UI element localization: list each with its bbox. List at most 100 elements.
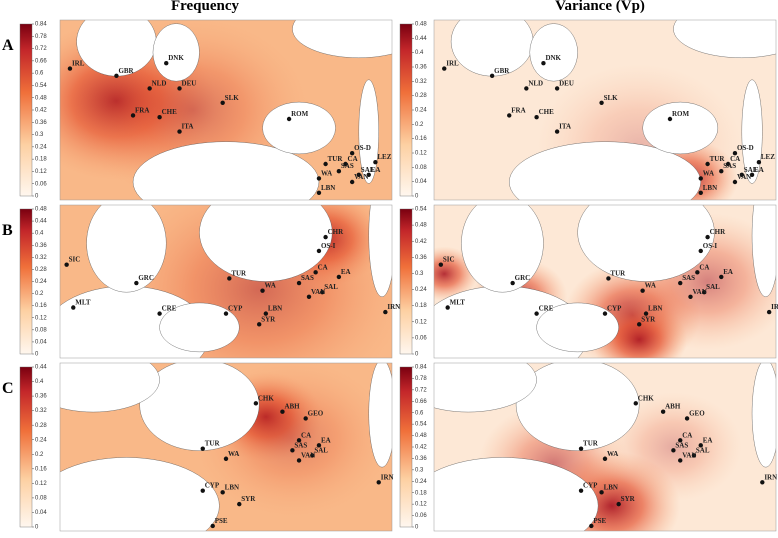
colorbar-tick-label: 0.12 (35, 315, 47, 321)
site-label: DEU (182, 79, 197, 87)
site-label: IRN (387, 303, 400, 311)
site-label: GRC (138, 274, 154, 282)
site-label: IRL (72, 60, 85, 68)
site-point (263, 311, 269, 316)
site-point (147, 86, 152, 91)
colorbar-tick-label: 0.44 (35, 365, 47, 371)
site-label: SAS (341, 162, 354, 170)
colorbar-tick-label: 0.3 (415, 467, 424, 473)
site-label: SAL (324, 283, 338, 291)
site-point (316, 190, 322, 195)
site-label: EA (371, 166, 381, 174)
colorbar-tick-label: 0.36 (415, 456, 427, 462)
colorbar-tick-label: 0.54 (415, 422, 427, 428)
map (434, 20, 776, 200)
site-point (177, 129, 182, 134)
site-label: CHR (710, 228, 727, 236)
sea (292, 20, 392, 58)
sea (577, 205, 715, 282)
site-label: LEZ (761, 153, 775, 161)
site-point (349, 151, 355, 156)
site-point (554, 129, 560, 134)
sea (751, 363, 776, 468)
site-point (541, 61, 546, 66)
site-point (310, 453, 315, 458)
site-point (643, 311, 649, 316)
site-point (130, 113, 136, 118)
sea (509, 141, 701, 200)
site-label: EA (341, 268, 351, 276)
colorbar-tick-label: 0.18 (35, 157, 47, 163)
site-label: PSE (215, 517, 228, 525)
site-point (732, 151, 738, 156)
colorbar-tick-label: 0.24 (35, 437, 47, 443)
colorbar-tick-label: 0.48 (35, 95, 47, 101)
colorbar-tick-label: 0.24 (415, 479, 427, 485)
colorbar-tick-label: 0.54 (35, 83, 47, 89)
site-label: CRE (539, 305, 554, 313)
site-point (336, 274, 342, 280)
colorbar-tick-label: 0.24 (415, 108, 427, 114)
site-point (616, 501, 621, 507)
site-label: LEZ (377, 153, 391, 161)
site-point (760, 480, 765, 485)
site-label: EA (321, 436, 331, 444)
colorbar-tick-label: 0.36 (415, 65, 427, 71)
site-label: IRN (771, 303, 778, 311)
colorbar-tick-label: 0.06 (35, 181, 47, 187)
site-label: SYR (261, 315, 276, 323)
map (60, 20, 392, 200)
site-point (695, 270, 700, 275)
site-point (227, 276, 232, 281)
site-point (599, 100, 604, 106)
colorbar-tick-label: 0.6 (415, 410, 424, 416)
site-point (134, 280, 139, 286)
site-point (260, 288, 265, 293)
site-point (323, 161, 328, 167)
site-point (67, 66, 73, 71)
site-label: SAS (675, 441, 688, 449)
map-panel: IRL GBR DNK NLD DEU FRA CHE SLK ROM ITA OS-D LEZ CA E… (19, 19, 393, 201)
site-point (606, 276, 611, 281)
panel-frame (59, 362, 393, 532)
colorbar-tick-label: 0.18 (415, 303, 427, 309)
map-panel: IRL GBR DNK NLD DEU FRA CHE SLK ROM ITA OS-D LEZ CA E… (399, 19, 777, 201)
colorbar-tick-label: 0.32 (35, 408, 47, 414)
site-label: DNK (545, 54, 561, 62)
site-label: EA (703, 436, 713, 444)
colorbar-tick-label: 0.2 (35, 452, 44, 458)
colorbar-tick-label: 0.2 (35, 291, 44, 297)
colorbar-tick-label: 0.72 (415, 387, 427, 393)
site-label: SLK (225, 94, 240, 102)
site-point (698, 176, 703, 181)
site-point (578, 488, 584, 493)
colorbar (19, 366, 33, 528)
site-label: NLD (528, 79, 543, 87)
colorbar-tick-label: 0 (35, 352, 39, 358)
colorbar (19, 208, 33, 355)
row-label: A (2, 37, 14, 54)
site-label: WA (228, 450, 239, 458)
site-label: IRN (381, 473, 394, 481)
site-point (602, 456, 608, 461)
colorbar (19, 23, 33, 197)
sea (262, 101, 336, 155)
site-label: ROM (672, 110, 690, 118)
sea (461, 205, 544, 293)
sea (529, 23, 578, 82)
site-label: IRN (764, 473, 777, 481)
site-point (316, 443, 322, 448)
colorbar-tick-label: 0.3 (35, 132, 44, 138)
site-point (678, 280, 683, 286)
sea (450, 20, 534, 77)
site-point (280, 409, 285, 414)
colorbar-tick-label: 0.48 (415, 223, 427, 229)
sea (159, 302, 240, 353)
colorbar-tick-label: 0.18 (415, 490, 427, 496)
site-label: GRC (515, 274, 531, 282)
site-point (684, 416, 690, 421)
panel-frame (433, 362, 777, 532)
sea (673, 20, 776, 58)
site-label: GEO (308, 409, 324, 417)
